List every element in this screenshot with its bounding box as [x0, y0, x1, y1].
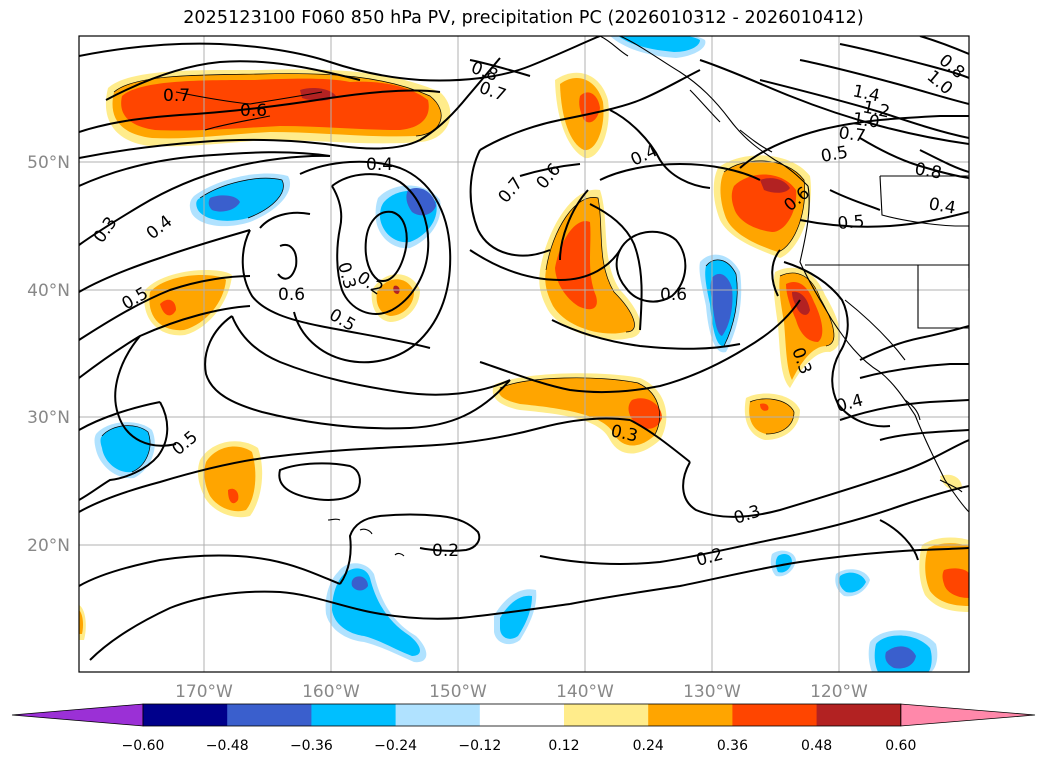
contour-label: 1.0 [851, 109, 881, 133]
map-title: 2025123100 F060 850 hPa PV, precipitatio… [183, 8, 864, 28]
lon-label: 140°W [556, 682, 614, 702]
coastlines [175, 36, 969, 557]
pv-contours [79, 36, 969, 661]
colorbar-cell [227, 704, 312, 726]
lat-label: 40°N [27, 281, 70, 301]
colorbar-label: −0.48 [206, 738, 249, 754]
lon-label: 160°W [302, 682, 360, 702]
colorbar: −0.60 −0.48 −0.36 −0.24 −0.12 0.12 0.24 0.36 0.4… [11, 703, 1036, 754]
contour-label: 0.4 [366, 155, 393, 175]
map-panel: 0.7 0.6 0.8 0.7 1.4 1.2 1.0 0.7 0.5 0.8 … [78, 35, 970, 673]
colorbar-cell [479, 704, 565, 726]
precip-positive-max [300, 88, 810, 315]
colorbar-frame [142, 703, 902, 727]
lon-label: 170°W [175, 682, 233, 702]
colorbar-cell [311, 704, 397, 726]
lon-label: 120°W [810, 682, 868, 702]
colorbar-label: 0.12 [548, 738, 579, 754]
colorbar-cell [143, 704, 228, 726]
colorbar-extend-min [11, 703, 144, 727]
contour-label: 0.6 [240, 101, 267, 121]
colorbar-label: −0.24 [374, 738, 417, 754]
map-frame [78, 35, 970, 673]
colorbar-cell [816, 704, 902, 726]
lat-label: 20°N [27, 536, 70, 556]
colorbar-cell [732, 704, 818, 726]
lat-label: 50°N [27, 153, 70, 173]
colorbar-label: 0.24 [633, 738, 664, 754]
lon-label: 150°W [429, 682, 487, 702]
latitude-labels: 50°N 40°N 30°N 20°N [27, 153, 70, 556]
colorbar-cell [648, 704, 733, 726]
colorbar-label: 0.36 [717, 738, 748, 754]
lon-label: 130°W [683, 682, 741, 702]
contour-label: 0.6 [660, 285, 687, 305]
precip-negative-strong [208, 187, 916, 669]
colorbar-label: −0.36 [290, 738, 333, 754]
gridlines [79, 36, 969, 672]
colorbar-label: 0.60 [885, 738, 916, 754]
longitude-labels: 170°W 160°W 150°W 140°W 130°W 120°W [175, 682, 868, 702]
colorbar-cell [564, 704, 649, 726]
colorbar-cell [395, 704, 481, 726]
contour-label: 0.8 [913, 159, 943, 183]
contour-label: 0.5 [837, 212, 866, 234]
contour-label: 0.4 [927, 194, 957, 218]
colorbar-label: 0.48 [801, 738, 832, 754]
contour-label: 0.2 [432, 541, 459, 561]
contour-label: 0.7 [163, 86, 190, 106]
colorbar-extend-max [900, 703, 1036, 727]
contour-label: 0.7 [837, 123, 867, 147]
colorbar-label: −0.12 [458, 738, 501, 754]
contour-label: 0.6 [278, 285, 305, 305]
lat-label: 30°N [27, 408, 70, 428]
colorbar-label: −0.60 [122, 738, 165, 754]
contour-label: 0.5 [819, 143, 849, 167]
